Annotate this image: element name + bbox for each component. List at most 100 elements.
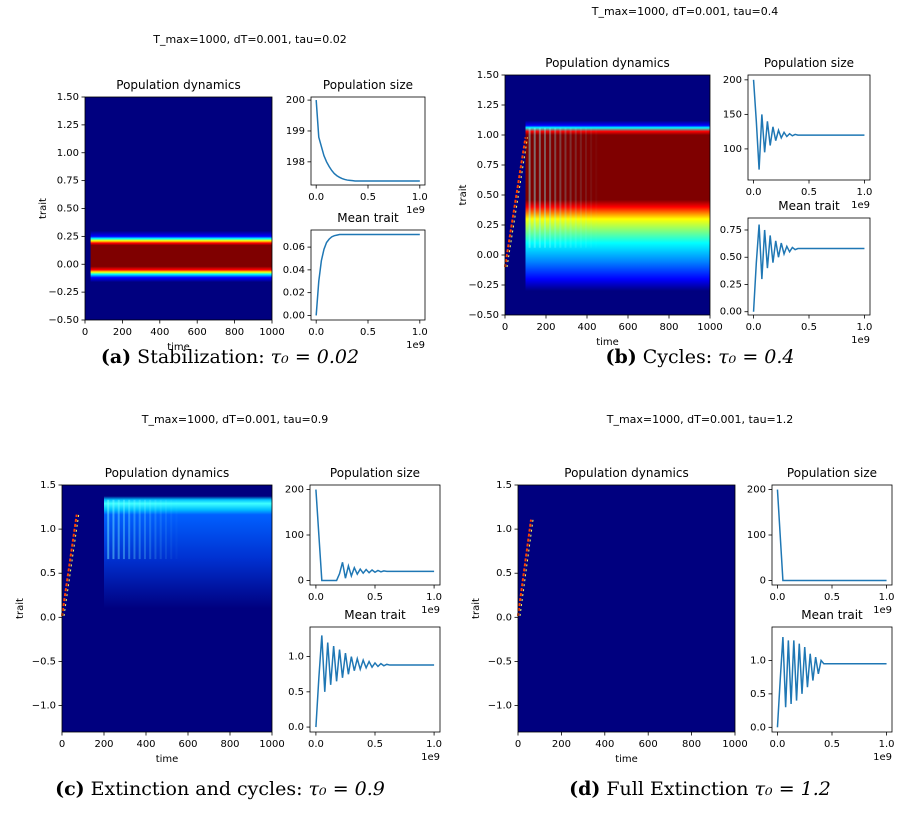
chart-title: Population size [764,56,854,70]
caption-text: Stabilization: [137,346,265,368]
y-tick-label: −0.5 [32,656,56,667]
x-tick-label: 800 [220,739,239,750]
y-tick-label: 0.0 [288,722,304,733]
y-tick-label: −0.25 [468,280,499,291]
heatmap-streak [63,514,80,616]
x-tick-label: 0.5 [801,322,817,333]
x-offset-label: 1e9 [873,605,892,616]
caption-math: τ₀ = 0.4 [718,346,794,368]
chart-title: Population size [330,466,420,480]
y-tick-label: 0.25 [477,220,499,231]
x-tick-label: 1.0 [879,739,895,750]
y-tick-label: 0.25 [720,279,742,290]
x-offset-label: 1e9 [406,340,425,351]
y-tick-label: −0.50 [468,310,499,321]
panel-caption: (b) Cycles: τ₀ = 0.4 [606,346,795,368]
caption-label: (a) [101,346,131,368]
panel-caption: (c) Extinction and cycles: τ₀ = 0.9 [55,778,385,800]
x-tick-label: 0.0 [308,192,324,203]
chart-title: Population dynamics [116,78,240,92]
line-chart: 1e9 Mean trait 0.0 0.5 1.0 0.0 0.5 1.0 [288,608,442,763]
heatmap-chart: time trait Population dynamics 0 200 400 600 80… [471,466,748,765]
axes-frame [309,626,441,733]
y-tick-label: 1.0 [288,652,304,663]
heatmap-band [104,485,272,732]
y-tick-label: 199 [286,126,305,137]
y-tick-label: 0.75 [720,225,742,236]
chart-title: Population dynamics [105,466,229,480]
x-tick-label: 1.0 [426,592,442,603]
data-line [776,636,887,728]
y-tick-label: 0.0 [496,612,512,623]
y-tick-label: 0.0 [40,612,56,623]
data-line [776,489,887,582]
x-tick-label: 1.0 [426,739,442,750]
x-tick-label: 0.0 [746,187,762,198]
chart-title: Mean trait [778,199,840,213]
axes-frame [517,484,736,733]
axes-frame [310,96,426,186]
data-line [315,233,420,316]
y-tick-label: 0.0 [750,722,766,733]
caption-text: Cycles: [643,346,712,368]
x-tick-label: 0 [502,322,508,333]
x-tick-label: 0.0 [770,592,786,603]
y-tick-label: 0.04 [283,265,305,276]
chart-title: Population size [323,78,413,92]
heatmap-streak [506,137,528,268]
heatmap-streak [504,137,527,268]
y-tick-label: 1.0 [40,524,56,535]
heatmap-chart: time trait Population dynamics 0 200 400 600 80… [458,56,723,348]
y-tick-label: 200 [285,485,304,496]
y-tick-label: 0.75 [477,160,499,171]
chart-title: Mean trait [344,608,406,622]
line-chart: 1e9 Population size 0.0 0.5 1.0 0 100 200 [747,466,895,616]
y-tick-label: 0.5 [288,687,304,698]
y-tick-label: −0.5 [488,656,512,667]
y-tick-label: 100 [747,530,766,541]
panel-caption: (d) Full Extinction τ₀ = 1.2 [569,778,831,800]
chart-title: Population dynamics [564,466,688,480]
y-tick-label: 0.5 [40,568,56,579]
x-tick-label: 0 [515,739,521,750]
x-tick-label: 400 [150,327,169,338]
heatmap-band [525,75,710,315]
x-tick-label: 1.0 [879,592,895,603]
x-tick-label: 0.0 [308,739,324,750]
panel-suptitle: T_max=1000, dT=0.001, tau=0.02 [152,33,347,46]
axes-frame [747,217,871,316]
y-tick-label: 1.25 [57,120,79,131]
y-tick-label: −0.50 [48,315,79,326]
chart-title: Population size [787,466,877,480]
y-tick-label: 0.00 [283,310,305,321]
data-line [752,79,865,170]
caption-label: (b) [606,346,637,368]
data-line [315,100,420,182]
line-chart: 1e9 Population size 0.0 0.5 1.0 0 100 200 [285,466,442,616]
x-tick-label: 0.5 [360,192,376,203]
x-tick-label: 400 [136,739,155,750]
y-tick-label: 0.5 [496,568,512,579]
y-tick-label: 0.00 [477,250,499,261]
x-tick-label: 1000 [722,739,747,750]
y-tick-label: 1.00 [477,130,499,141]
y-axis-label: trait [15,598,26,619]
x-tick-label: 600 [639,739,658,750]
data-line [752,224,865,312]
caption-text: Extinction and cycles: [91,778,303,800]
y-tick-label: 0.02 [283,288,305,299]
axes-frame [310,229,426,321]
axes-frame [61,484,273,733]
y-tick-label: 100 [723,144,742,155]
x-tick-label: 800 [659,322,678,333]
y-tick-label: 0.5 [750,689,766,700]
x-offset-label: 1e9 [406,205,425,216]
x-tick-label: 1.0 [412,192,428,203]
y-tick-label: 0 [760,575,766,586]
x-tick-label: 600 [618,322,637,333]
y-tick-label: 0.75 [57,176,79,187]
heatmap-chart: time trait Population dynamics 0 200 400 600 80… [15,466,285,765]
x-tick-label: 600 [178,739,197,750]
x-tick-label: 1000 [697,322,722,333]
